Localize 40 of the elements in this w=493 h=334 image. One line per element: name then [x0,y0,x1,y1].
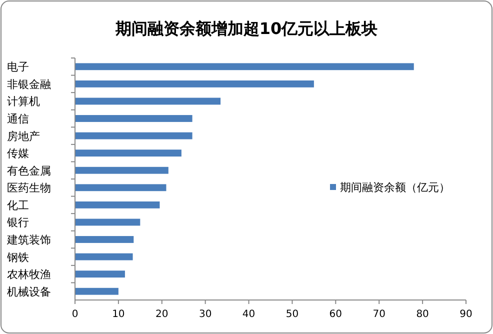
bar [75,98,221,105]
y-tick-label: 房地产 [7,130,40,143]
y-tick-label: 有色金属 [7,164,51,178]
bar [75,80,314,88]
y-tick-label: 计算机 [7,95,40,108]
chart-title: 期间融资余额增加超10亿元以上板块 [114,19,378,38]
y-tick-label: 建筑装饰 [6,234,51,246]
y-tick-label: 非银金融 [7,78,51,91]
bar [75,201,160,208]
bar [75,236,134,243]
bar [75,253,133,260]
y-tick-label: 化工 [7,198,29,212]
x-tick-label: 60 [329,309,342,320]
y-tick-label: 农林牧渔 [7,268,51,282]
y-tick-label: 通信 [7,112,29,126]
x-tick-label: 30 [198,309,212,320]
bar [75,115,192,122]
bar [75,132,192,140]
x-tick-label: 50 [286,309,299,320]
y-tick-label: 电子 [7,60,29,74]
x-tick-label: 80 [416,309,429,320]
bar [75,218,140,226]
x-tick-label: 70 [372,309,386,320]
y-tick-label: 银行 [6,216,29,230]
x-tick-label: 90 [460,309,472,320]
x-tick-label: 20 [156,309,168,320]
bar [75,288,118,295]
bar [75,166,168,174]
x-tick-label: 10 [112,309,125,320]
y-tick-label: 传媒 [7,147,29,160]
legend-label: 期间融资余额（亿元） [340,181,450,194]
bar [75,150,182,157]
x-tick-label: 40 [242,309,256,320]
bar [75,63,414,70]
y-tick-label: 机械设备 [7,285,51,298]
bar [75,184,166,192]
y-tick-label: 医药生物 [7,182,51,195]
x-tick-label: 0 [72,309,78,320]
bar [75,270,125,278]
y-tick-label: 钢铁 [6,250,29,264]
